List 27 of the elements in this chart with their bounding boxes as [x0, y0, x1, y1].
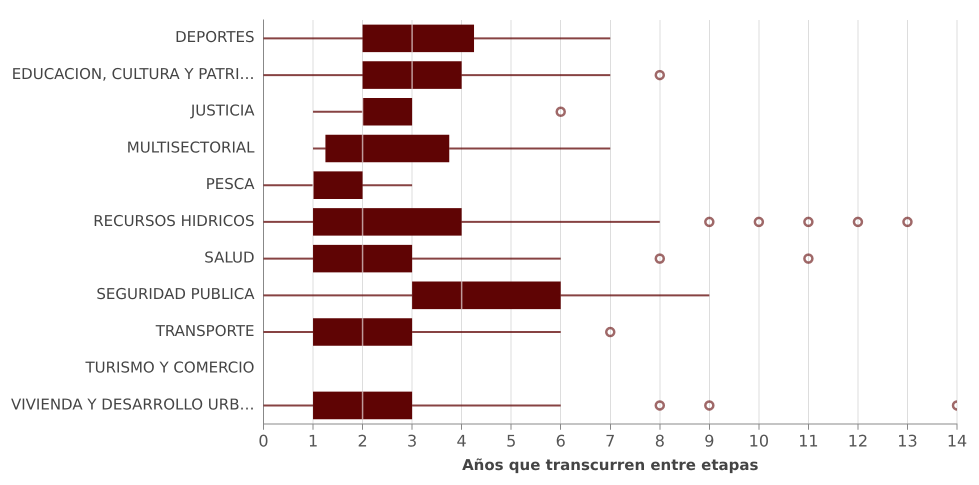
y-tick-label: RECURSOS HIDRICOS [93, 212, 254, 230]
y-tick-label: TRANSPORTE [154, 322, 254, 340]
x-tick-label: 13 [897, 432, 918, 451]
x-tick-label: 6 [556, 432, 566, 451]
y-tick-label: MULTISECTORIAL [126, 138, 256, 156]
x-tick-label: 2 [357, 432, 368, 451]
x-axis-title: Años que transcurren entre etapas [462, 456, 758, 474]
x-tick-label: 10 [748, 432, 770, 451]
y-tick-label: TURISMO Y COMERCIO [84, 358, 254, 377]
x-tick-label: 3 [407, 432, 418, 451]
y-tick-label: PESCA [206, 175, 256, 194]
x-tick-label: 4 [456, 432, 467, 451]
x-tick-label: 12 [848, 432, 868, 451]
y-tick-label: EDUCACION, CULTURA Y PATRI… [12, 64, 254, 83]
x-tick-label: 14 [946, 432, 968, 451]
x-tick-label: 1 [308, 432, 318, 451]
x-tick-label: 11 [798, 432, 819, 451]
y-tick-label: VIVIENDA Y DESARROLLO URB… [10, 395, 254, 414]
x-tick-label: 8 [654, 432, 665, 451]
y-tick-label: SALUD [204, 248, 254, 266]
x-tick-label: 0 [258, 432, 269, 451]
y-tick-label: JUSTICIA [190, 102, 256, 120]
y-tick-label: DEPORTES [175, 28, 254, 46]
y-tick-label: SEGURIDAD PUBLICA [96, 285, 256, 304]
x-tick-label: 9 [704, 432, 714, 451]
x-tick-label: 7 [605, 432, 616, 451]
x-tick-label: 5 [506, 432, 516, 451]
